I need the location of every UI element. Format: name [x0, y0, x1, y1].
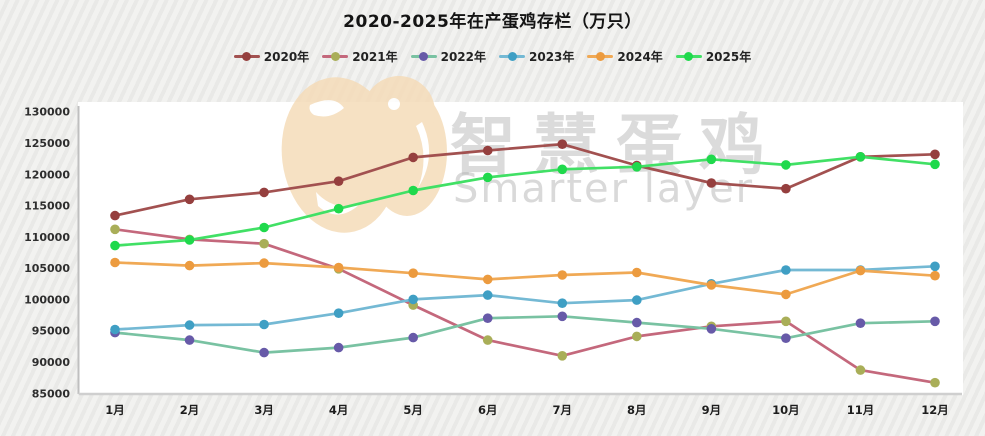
y-axis-tick-label: 105000 — [24, 262, 70, 275]
x-axis-tick-label: 5月 — [403, 403, 423, 417]
plot-area — [78, 102, 963, 395]
legend-item-2022年[interactable]: 2022年 — [410, 48, 486, 65]
chart-title: 2020-2025年在产蛋鸡存栏（万只） — [343, 12, 642, 32]
x-axis-tick-label: 7月 — [553, 403, 573, 417]
x-axis-tick-label: 9月 — [702, 403, 722, 417]
x-axis-tick-label: 3月 — [254, 403, 274, 417]
x-axis-tick-label: 12月 — [921, 403, 949, 417]
x-axis-tick-label: 11月 — [847, 403, 875, 417]
y-axis-tick-label: 130000 — [24, 106, 70, 119]
legend-item-2025年[interactable]: 2025年 — [675, 48, 752, 65]
legend-marker-icon — [675, 52, 702, 62]
legend-marker-icon — [410, 52, 437, 62]
legend-marker-icon — [587, 52, 614, 62]
y-axis-tick-label: 100000 — [24, 293, 70, 306]
legend: 2020年 2021年 2022年 2023年 2024年 2025年 — [0, 48, 985, 65]
x-axis-tick-label: 6月 — [478, 403, 498, 417]
legend-label: 2021年 — [352, 50, 398, 64]
y-axis-tick-label: 90000 — [32, 356, 71, 369]
y-axis-tick-label: 85000 — [32, 387, 71, 400]
y-axis-tick-label: 110000 — [24, 231, 70, 244]
x-axis-tick-label: 2月 — [180, 403, 200, 417]
x-axis-tick-label: 10月 — [772, 403, 800, 417]
legend-marker-icon — [233, 52, 260, 62]
x-axis-tick-label: 4月 — [329, 403, 349, 417]
y-axis-tick-label: 95000 — [32, 325, 71, 338]
legend-item-2024年[interactable]: 2024年 — [587, 48, 663, 65]
legend-label: 2020年 — [263, 50, 310, 64]
legend-label: 2024年 — [617, 50, 663, 64]
legend-item-2020年[interactable]: 2020年 — [233, 48, 310, 65]
legend-label: 2022年 — [440, 50, 486, 64]
y-axis-tick-label: 115000 — [24, 200, 70, 213]
legend-marker-icon — [322, 52, 349, 62]
legend-label: 2025年 — [705, 50, 752, 64]
y-axis-tick-label: 125000 — [24, 137, 70, 150]
x-axis-tick-label: 1月 — [105, 403, 125, 417]
legend-marker-icon — [499, 52, 525, 62]
legend-item-2023年[interactable]: 2023年 — [499, 48, 574, 65]
x-axis-tick-label: 8月 — [627, 403, 647, 417]
legend-label: 2023年 — [529, 50, 575, 64]
y-axis-tick-label: 120000 — [24, 168, 70, 181]
legend-item-2021年[interactable]: 2021年 — [322, 48, 398, 65]
